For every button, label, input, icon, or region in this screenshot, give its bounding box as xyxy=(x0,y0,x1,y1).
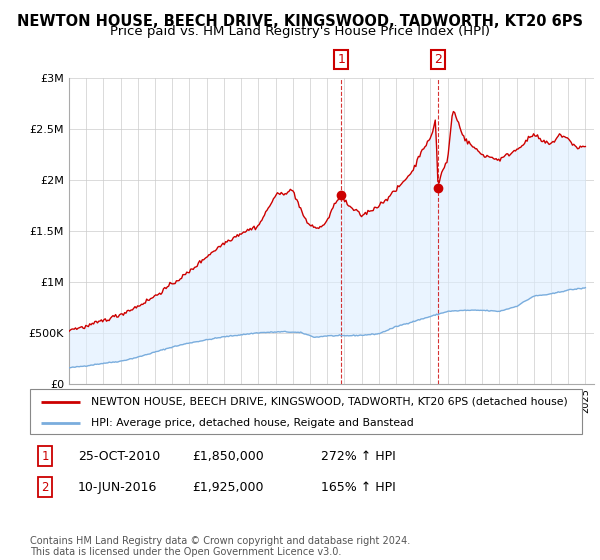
Text: 2: 2 xyxy=(41,480,49,494)
Text: 272% ↑ HPI: 272% ↑ HPI xyxy=(321,450,396,463)
Text: £1,925,000: £1,925,000 xyxy=(192,480,263,494)
Text: £1,850,000: £1,850,000 xyxy=(192,450,264,463)
Text: 1: 1 xyxy=(41,450,49,463)
Text: NEWTON HOUSE, BEECH DRIVE, KINGSWOOD, TADWORTH, KT20 6PS: NEWTON HOUSE, BEECH DRIVE, KINGSWOOD, TA… xyxy=(17,14,583,29)
Text: 2: 2 xyxy=(434,53,442,66)
FancyBboxPatch shape xyxy=(30,389,582,434)
Text: HPI: Average price, detached house, Reigate and Banstead: HPI: Average price, detached house, Reig… xyxy=(91,418,413,428)
Text: Price paid vs. HM Land Registry's House Price Index (HPI): Price paid vs. HM Land Registry's House … xyxy=(110,25,490,38)
Text: 1: 1 xyxy=(337,53,345,66)
Text: NEWTON HOUSE, BEECH DRIVE, KINGSWOOD, TADWORTH, KT20 6PS (detached house): NEWTON HOUSE, BEECH DRIVE, KINGSWOOD, TA… xyxy=(91,396,568,407)
Text: 10-JUN-2016: 10-JUN-2016 xyxy=(78,480,157,494)
Text: Contains HM Land Registry data © Crown copyright and database right 2024.
This d: Contains HM Land Registry data © Crown c… xyxy=(30,535,410,557)
Text: 25-OCT-2010: 25-OCT-2010 xyxy=(78,450,160,463)
Text: 165% ↑ HPI: 165% ↑ HPI xyxy=(321,480,396,494)
